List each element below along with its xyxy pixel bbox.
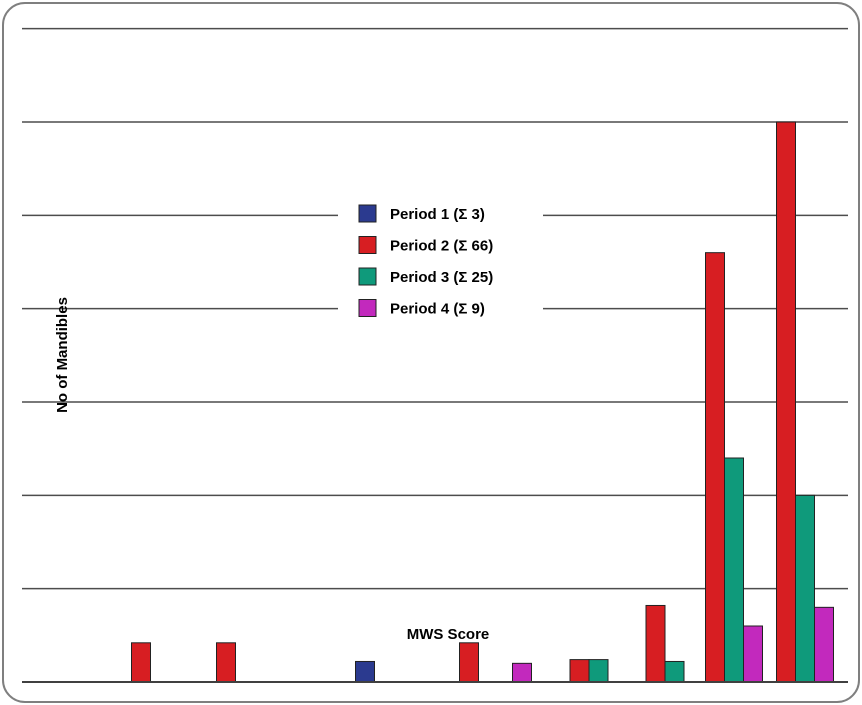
legend-label: Period 4 (Σ 9) (390, 301, 485, 318)
bar (664, 660, 685, 683)
bar (795, 494, 815, 683)
bar (569, 659, 590, 683)
bar (355, 660, 375, 683)
legend-swatch (358, 267, 377, 286)
bar (588, 659, 609, 683)
x-axis-label: MWS Score (407, 626, 490, 643)
legend-swatch (358, 204, 377, 223)
legend: Period 1 (Σ 3) Period 2 (Σ 66) Period 3 (Σ… (338, 197, 543, 323)
y-axis-label: No of Mandibles (54, 297, 71, 413)
bar (459, 642, 479, 683)
bar (743, 625, 763, 683)
bar (512, 662, 532, 683)
bar (131, 642, 151, 683)
bar (776, 121, 796, 683)
legend-swatch (358, 299, 377, 317)
bar (216, 642, 236, 683)
bar (645, 604, 666, 683)
bar (705, 252, 725, 683)
legend-swatch (358, 236, 377, 254)
legend-label: Period 2 (Σ 66) (390, 238, 493, 255)
gridlines (22, 27, 848, 590)
bars (131, 121, 834, 683)
bar (724, 457, 744, 683)
legend-label: Period 3 (Σ 25) (390, 269, 493, 286)
bar (814, 606, 834, 683)
legend-label: Period 1 (Σ 3) (390, 206, 485, 223)
